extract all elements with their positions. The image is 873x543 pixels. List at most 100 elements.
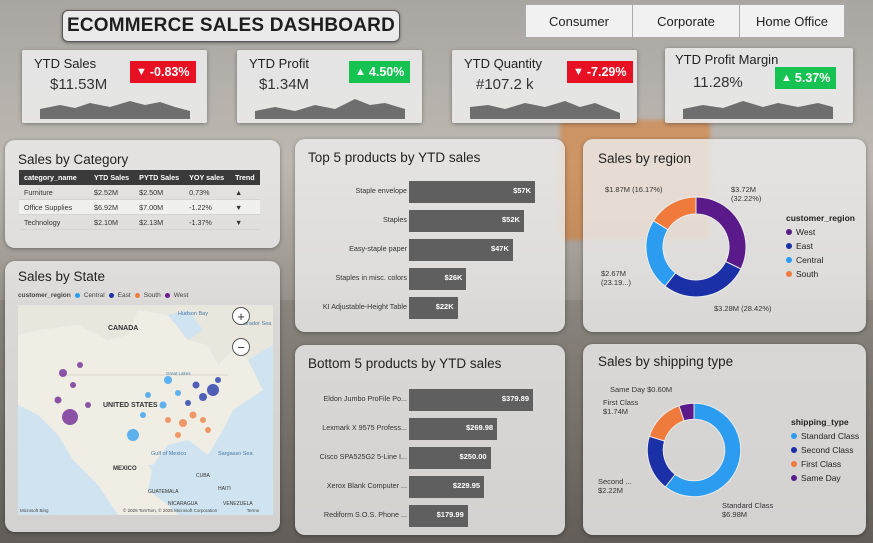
bar-value-label: $229.95 — [452, 481, 481, 490]
map-bubble-central — [145, 392, 151, 398]
bar-row[interactable]: Xerox Blank Computer ... $229.95 — [295, 476, 565, 498]
kpi-title: YTD Profit Margin — [675, 52, 779, 67]
bar[interactable]: $47K — [409, 239, 513, 261]
column-header[interactable]: category_name — [19, 170, 89, 185]
bar[interactable]: $57K — [409, 181, 535, 203]
kpi-card-ytd-quantity: YTD Quantity #107.2 k ▼ -7.29% — [452, 50, 637, 123]
segment-consumer-button[interactable]: Consumer — [525, 4, 633, 38]
category-cell: Technology — [19, 214, 89, 230]
bar-value-label: $52K — [502, 215, 520, 224]
donut-slice-same-day[interactable] — [678, 402, 695, 422]
bar-row[interactable]: Lexmark X 9575 Profess... $269.98 — [295, 418, 565, 440]
bar-row[interactable]: Easy-staple paper $47K — [295, 239, 565, 261]
yoy-cell: 0.73% — [184, 185, 231, 200]
map-bubble-central — [140, 412, 146, 418]
bar[interactable]: $269.98 — [409, 418, 498, 440]
legend-label: South — [143, 292, 161, 299]
bar-row[interactable]: Staple envelope $57K — [295, 181, 565, 203]
bar[interactable]: $250.00 — [409, 447, 491, 469]
zoom-in-button[interactable]: + — [232, 307, 250, 325]
kpi-value: 11.28% — [693, 74, 743, 91]
east-dot-icon — [786, 243, 792, 249]
bar-row[interactable]: Rediform S.O.S. Phone ... $179.99 — [295, 505, 565, 527]
panel-title: Sales by region — [598, 151, 692, 166]
bar-category-label: Cisco SPA525G2 5-Line I... — [319, 452, 407, 461]
segment-home-office-button[interactable]: Home Office — [739, 4, 845, 38]
segment-corporate-button[interactable]: Corporate — [632, 4, 740, 38]
table-row[interactable]: Office Supplies $6.92M $7.00M -1.22% ▼ — [19, 199, 260, 215]
map-bubble-east — [207, 384, 219, 396]
yoy-cell: -1.37% — [184, 214, 231, 230]
bottom5-bar-chart: Eldon Jumbo ProFile Po... $379.89 Lexmark … — [295, 389, 565, 535]
map-bubble-east — [215, 377, 221, 383]
kpi-card-ytd-sales: YTD Sales $11.53M ▼ -0.83% — [22, 50, 207, 123]
ytd-cell: $6.92M — [89, 199, 135, 215]
donut-slice-south[interactable] — [652, 196, 697, 231]
map-label-venezuela: VENEZUELA — [223, 501, 253, 507]
bar[interactable]: $22K — [409, 297, 458, 319]
legend-item-south[interactable]: South — [786, 269, 855, 279]
bar-row[interactable]: Cisco SPA525G2 5-Line I... $250.00 — [295, 447, 565, 469]
column-header[interactable]: YOY sales — [184, 170, 231, 185]
donut-label-standard-class: Standard Class $6.98M — [722, 501, 774, 519]
up-triangle-icon: ▲ — [781, 72, 792, 84]
east-dot-icon — [108, 293, 114, 298]
bar-category-label: KI Adjustable-Height Table — [322, 302, 407, 311]
kpi-sparkline — [40, 101, 190, 119]
kpi-sparkline — [683, 101, 833, 119]
legend-label: West — [173, 292, 189, 299]
map-label-great-lakes: Great Lakes — [166, 371, 191, 376]
map-bing-logo: Microsoft Bing — [20, 508, 49, 513]
kpi-change-badge: ▼ -7.29% — [567, 61, 633, 83]
column-header[interactable]: Trend — [230, 170, 260, 185]
donut-label-same-day: Same Day $0.60M — [610, 385, 673, 394]
legend-item-west[interactable]: West — [786, 227, 855, 237]
up-triangle-icon: ▲ — [355, 66, 366, 78]
bar-row[interactable]: Eldon Jumbo ProFile Po... $379.89 — [295, 389, 565, 411]
legend-item-east[interactable]: East — [786, 241, 855, 251]
bar-row[interactable]: Staples in misc. colors $26K — [295, 268, 565, 290]
donut-slice-east[interactable] — [664, 260, 742, 298]
legend-item-central[interactable]: Central — [786, 255, 855, 265]
shipping-legend: shipping_type Standard Class Second Clas… — [791, 417, 859, 483]
south-dot-icon — [134, 293, 140, 298]
donut-slice-central[interactable] — [645, 220, 677, 287]
legend-item-standard-class[interactable]: Standard Class — [791, 431, 859, 441]
bar[interactable]: $229.95 — [409, 476, 485, 498]
bar[interactable]: $26K — [409, 268, 467, 290]
bar-row[interactable]: Staples $52K — [295, 210, 565, 232]
column-header[interactable]: PYTD Sales — [134, 170, 185, 185]
bar-value-label: $22K — [435, 302, 454, 311]
legend-item-first-class[interactable]: First Class — [791, 459, 859, 469]
zoom-out-button[interactable]: − — [232, 338, 250, 356]
bar-category-label: Staples — [383, 215, 407, 224]
map-bubble-south — [205, 427, 211, 433]
map-svg: CANADA Hudson Bay UNITED STATES MEXICO G… — [18, 305, 273, 515]
table-row[interactable]: Furniture $2.52M $2.50M 0.73% ▲ — [19, 185, 260, 200]
trend-down-icon: ▼ — [230, 214, 260, 230]
map-bubble-east — [192, 381, 200, 389]
bar[interactable]: $52K — [409, 210, 524, 232]
legend-title: shipping_type — [791, 417, 849, 427]
panel-title: Sales by State — [18, 269, 106, 284]
map-terms-link[interactable]: Terms — [246, 508, 259, 513]
top5-bar-chart: Staple envelope $57K Staples $52K Easy-stapl… — [295, 181, 565, 331]
bar-category-label: Xerox Blank Computer ... — [326, 481, 407, 490]
down-triangle-icon: ▼ — [573, 66, 584, 78]
bar[interactable]: $379.89 — [409, 389, 533, 411]
donut-slice-second-class[interactable] — [646, 435, 676, 488]
bar-row[interactable]: KI Adjustable-Height Table $22K — [295, 297, 565, 319]
bar-category-label: Staple envelope — [355, 186, 407, 195]
table-row[interactable]: Technology $2.10M $2.13M -1.37% ▼ — [19, 214, 260, 230]
column-header[interactable]: YTD Sales — [89, 170, 135, 185]
donut-slice-standard-class[interactable] — [664, 402, 742, 498]
donut-slice-west[interactable] — [695, 196, 747, 270]
legend-item-second-class[interactable]: Second Class — [791, 445, 859, 455]
map-canvas[interactable]: CANADA Hudson Bay UNITED STATES MEXICO G… — [18, 305, 273, 515]
bar[interactable]: $179.99 — [409, 505, 468, 527]
map-bubble-east — [199, 393, 207, 401]
map-legend: customer_region Central East South West — [18, 292, 188, 299]
donut-slice-first-class[interactable] — [648, 405, 685, 442]
legend-item-same-day[interactable]: Same Day — [791, 473, 859, 483]
shipping-donut-chart — [646, 402, 742, 498]
